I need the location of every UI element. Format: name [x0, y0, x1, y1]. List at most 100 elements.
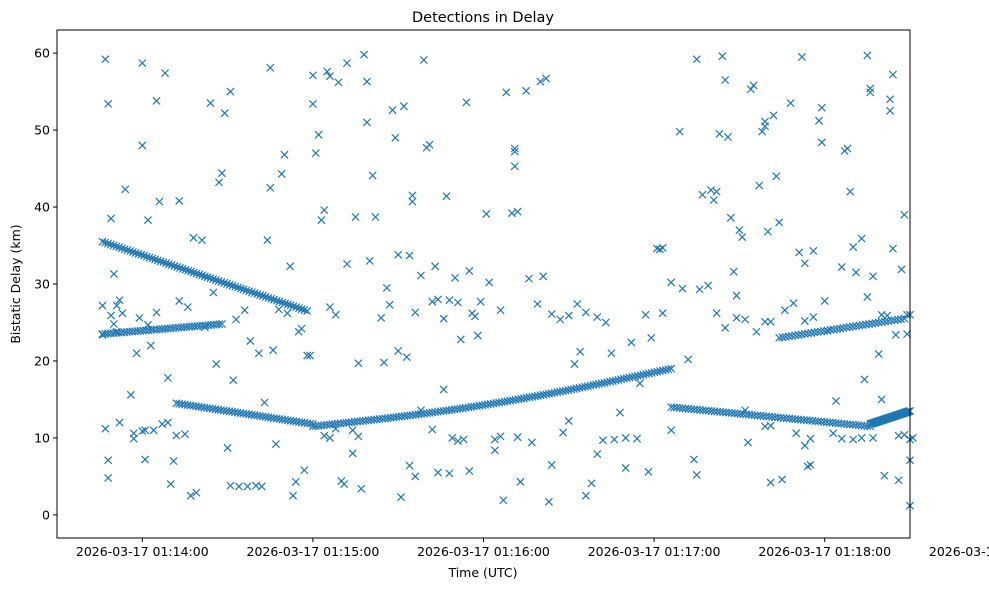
data-point — [264, 293, 273, 302]
data-point — [362, 118, 371, 127]
data-point — [129, 434, 138, 443]
data-point — [226, 87, 235, 96]
data-point — [837, 434, 846, 443]
data-point — [281, 299, 290, 308]
data-point — [391, 133, 400, 142]
data-point — [871, 319, 880, 328]
data-point — [109, 269, 118, 279]
data-point — [308, 420, 317, 429]
data-point — [881, 317, 890, 326]
data-point — [354, 432, 363, 441]
data-point — [263, 236, 272, 245]
data-point — [300, 305, 309, 315]
data-point — [627, 338, 636, 347]
data-point — [846, 187, 855, 196]
data-point — [153, 256, 162, 265]
data-point — [220, 109, 229, 118]
data-point — [842, 323, 851, 332]
data-point — [254, 349, 263, 358]
data-point — [570, 360, 579, 369]
data-point — [228, 281, 237, 290]
data-point — [357, 484, 366, 493]
data-point — [468, 309, 477, 318]
data-point — [448, 433, 457, 442]
data-point — [388, 106, 397, 115]
data-point — [236, 284, 245, 293]
data-point — [763, 227, 772, 236]
data-point — [900, 430, 909, 439]
data-point — [362, 77, 371, 86]
data-point — [792, 429, 801, 438]
data-point — [712, 187, 721, 196]
data-point — [573, 299, 582, 309]
data-point — [621, 433, 630, 442]
data-point — [117, 244, 126, 253]
data-point — [212, 360, 221, 369]
data-point — [275, 297, 284, 306]
data-point — [211, 276, 220, 285]
data-point — [615, 408, 625, 417]
data-point — [874, 350, 883, 359]
x-tick-label: 2026-03-17 01:14:00 — [76, 544, 209, 559]
data-point — [772, 172, 781, 181]
data-point — [886, 106, 895, 115]
data-point — [151, 255, 160, 264]
data-point — [115, 418, 124, 427]
data-point — [180, 430, 189, 439]
data-point — [755, 181, 764, 190]
data-point — [278, 298, 287, 307]
data-point — [253, 290, 262, 299]
data-point — [206, 99, 215, 108]
data-point — [385, 300, 394, 309]
data-point — [869, 433, 878, 442]
data-point — [715, 129, 724, 138]
data-point — [402, 353, 411, 362]
data-point — [308, 99, 317, 108]
data-point — [106, 311, 116, 320]
data-point — [726, 213, 735, 222]
data-point — [658, 309, 667, 318]
data-point — [115, 243, 124, 252]
data-point — [883, 311, 892, 320]
data-point — [810, 328, 819, 337]
data-point — [368, 171, 377, 180]
data-point — [886, 95, 895, 104]
data-point — [192, 488, 201, 497]
data-point — [112, 301, 121, 310]
data-point — [145, 253, 154, 262]
data-point — [658, 243, 667, 252]
data-point — [112, 327, 121, 336]
data-point — [149, 426, 158, 435]
data-point — [664, 365, 673, 374]
data-point — [317, 216, 326, 225]
data-point — [323, 67, 332, 76]
data-point — [135, 313, 144, 322]
data-point — [848, 322, 858, 331]
data-points — [98, 50, 917, 510]
data-point — [738, 233, 747, 242]
data-point — [704, 281, 713, 290]
data-point — [186, 267, 196, 276]
data-point — [118, 309, 127, 318]
y-tick-label: 30 — [34, 277, 50, 292]
data-point — [684, 355, 693, 364]
data-point — [542, 74, 551, 83]
data-point — [266, 183, 275, 192]
data-point — [428, 297, 437, 306]
data-point — [809, 313, 818, 322]
data-point — [893, 315, 902, 324]
data-point — [163, 418, 172, 427]
data-point — [499, 496, 508, 505]
data-point — [167, 261, 176, 270]
data-point — [752, 327, 761, 336]
data-point — [217, 319, 226, 329]
data-point — [598, 436, 607, 445]
data-point — [897, 265, 906, 274]
data-point — [197, 236, 207, 245]
data-point — [331, 424, 340, 433]
data-point — [104, 456, 113, 465]
data-point — [209, 275, 218, 284]
data-point — [258, 291, 267, 300]
data-point — [439, 314, 448, 323]
data-point — [351, 213, 360, 222]
